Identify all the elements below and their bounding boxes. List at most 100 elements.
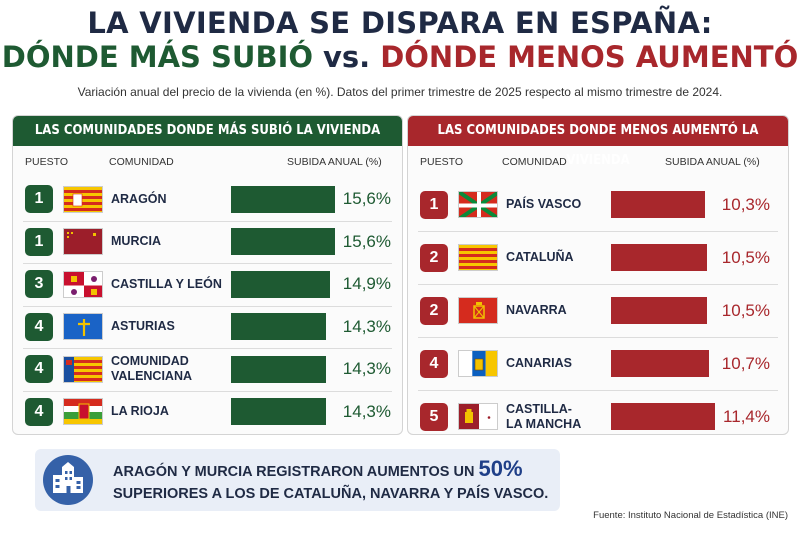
column-header-value: SUBIDA ANUAL (%) (665, 156, 760, 168)
region-name-line: CATALUÑA (506, 250, 574, 264)
region-name-line: CASTILLA- (506, 401, 572, 416)
table-row: 1 ARAGÓN 15,6% (13, 178, 402, 221)
region-name: PAÍS VASCO (506, 197, 626, 212)
table-row: 5 CASTILLA- LA MANCHA 11,4% (408, 390, 788, 443)
region-name-line: MURCIA (111, 234, 161, 249)
subtitle: Variación anual del precio de la viviend… (77, 85, 723, 99)
region-name: ARAGÓN (111, 192, 231, 207)
title-vs: vs. (323, 40, 371, 74)
rank-badge: 4 (420, 349, 448, 378)
region-name: MURCIA (111, 234, 231, 249)
row-divider (418, 284, 778, 285)
rank-badge: 1 (25, 185, 53, 214)
row-divider (23, 348, 392, 349)
region-name-line: VALENCIANA (111, 369, 193, 384)
page-title-line2: DÓNDE MÁS SUBIÓ vs. DÓNDE MENOS AUMENTÓ (0, 40, 800, 74)
title-most: DÓNDE MÁS SUBIÓ (1, 40, 314, 74)
rank-badge: 5 (420, 402, 448, 431)
bar (611, 403, 715, 430)
value-label: 14,3% (342, 359, 391, 379)
panel-least-increase: LAS COMUNIDADES DONDE MENOS AUMENTÓ LA V… (407, 115, 789, 435)
note-superiores: SUPERIORES (113, 486, 209, 502)
value-label: 14,9% (342, 274, 391, 294)
panel-title: LAS COMUNIDADES DONDE MENOS AUMENTÓ LA V… (408, 116, 788, 168)
flag-pais-vasco-icon (458, 191, 498, 218)
region-name: LA RIOJA (111, 404, 231, 419)
table-row: 4 COMUNIDAD VALENCIANA 14,3% (13, 348, 402, 391)
table-row: 1 PAÍS VASCO 10,3% (408, 178, 788, 231)
flag-la-rioja-icon (63, 398, 103, 426)
column-header-region: COMUNIDAD (502, 156, 567, 168)
title-least: DÓNDE MENOS AUMENTÓ (380, 40, 799, 74)
region-name: ASTURIAS (111, 319, 231, 334)
column-header-rank: PUESTO (420, 156, 463, 168)
rank-badge: 4 (25, 397, 53, 426)
table-row: 1 MURCIA 15,6% (13, 221, 402, 264)
value-label: 10,5% (721, 300, 770, 320)
bar (231, 355, 327, 383)
flag-canarias-icon (458, 350, 498, 377)
region-name-line: PAÍS VASCO (506, 197, 582, 211)
value-label: 14,3% (342, 316, 391, 336)
column-header-region: COMUNIDAD (109, 156, 174, 168)
table-row: 3 CASTILLA Y LEÓN 14,9% (13, 263, 402, 306)
region-name: COMUNIDAD VALENCIANA (111, 354, 231, 384)
bar (231, 185, 335, 213)
flag-murcia-icon (63, 228, 103, 256)
bar (231, 270, 331, 298)
region-name: NAVARRA (506, 303, 626, 318)
rank-badge: 2 (420, 296, 448, 325)
flag-aragon-icon (63, 185, 103, 213)
region-name-line: CASTILLA Y LEÓN (111, 276, 222, 291)
region-name-line: CANARIAS (506, 356, 572, 370)
bar (231, 313, 327, 341)
note-text: ARAGÓN Y MURCIA REGISTRARON AUMENTOS UN … (113, 458, 553, 505)
value-label: 10,5% (721, 247, 770, 267)
source-note: Fuente: Instituto Nacional de Estadístic… (593, 510, 788, 521)
row-divider (418, 390, 778, 391)
region-name: CASTILLA Y LEÓN (111, 277, 231, 292)
region-name-line: ARAGÓN (111, 191, 167, 206)
flag-valencia-icon (63, 355, 103, 383)
rank-badge: 2 (420, 243, 448, 272)
column-header-rank: PUESTO (25, 156, 68, 168)
region-name-line: LA MANCHA (506, 416, 582, 431)
row-divider (23, 263, 392, 264)
buildings-icon (43, 455, 93, 505)
value-label: 15,6% (342, 231, 391, 251)
rank-badge: 3 (25, 270, 53, 299)
region-name: CANARIAS (506, 356, 626, 371)
bar (231, 228, 335, 256)
flag-navarra-icon (458, 297, 498, 324)
row-divider (23, 390, 392, 392)
bar (611, 191, 705, 218)
rank-badge: 1 (420, 190, 448, 219)
page-title: LA VIVIENDA SE DISPARA EN ESPAÑA: (87, 6, 713, 40)
value-label: 15,6% (342, 189, 391, 209)
region-name-line: LA RIOJA (111, 404, 169, 419)
table-row: 4 ASTURIAS 14,3% (13, 306, 402, 349)
flag-castilla-leon-icon (63, 270, 103, 298)
row-divider (23, 220, 392, 222)
region-name: CATALUÑA (506, 250, 626, 265)
column-header-value: SUBIDA ANUAL (%) (287, 156, 382, 168)
note-highlight: ARAGÓN Y MURCIA (113, 464, 253, 480)
row-divider (23, 305, 392, 307)
highlight-note: ARAGÓN Y MURCIA REGISTRARON AUMENTOS UN … (35, 449, 560, 511)
table-row: 4 CANARIAS 10,7% (408, 337, 788, 390)
region-name-line: COMUNIDAD (111, 354, 189, 369)
table-row: 4 LA RIOJA 14,3% (13, 391, 402, 434)
region-name-line: NAVARRA (506, 303, 567, 317)
panel-title: LAS COMUNIDADES DONDE MÁS SUBIÓ LA VIVIE… (13, 116, 402, 146)
flag-asturias-icon (63, 313, 103, 341)
value-label: 10,7% (721, 353, 770, 373)
row-divider (418, 337, 778, 338)
value-label: 11,4% (723, 406, 770, 426)
region-name: CASTILLA- LA MANCHA (506, 402, 626, 432)
value-label: 14,3% (342, 401, 391, 421)
flag-castilla-la-mancha-icon (458, 403, 498, 430)
rank-badge: 4 (25, 355, 53, 384)
region-name-line: ASTURIAS (111, 319, 175, 334)
bar (231, 398, 327, 426)
bar (611, 297, 707, 324)
